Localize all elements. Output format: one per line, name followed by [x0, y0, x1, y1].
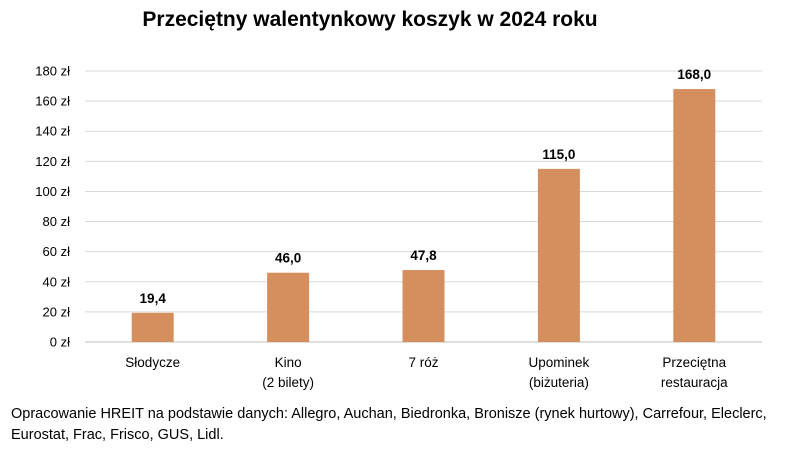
chart-title: Przeciętny walentynkowy koszyk w 2024 ro…: [142, 8, 598, 31]
bar: [402, 270, 445, 342]
y-tick-label: 20 zł: [43, 304, 71, 319]
bar: [673, 89, 716, 342]
bar: [537, 168, 580, 342]
category-label: 7 róż: [408, 355, 438, 370]
data-label: 115,0: [542, 147, 575, 162]
y-tick-label: 160 zł: [35, 94, 70, 109]
category-label: Kino: [275, 355, 302, 370]
labels: 0 zł 20 zł 40 zł 60 zł 80 zł 100 zł 120 zł 140 …: [35, 64, 728, 391]
y-tick-label: 120 zł: [35, 154, 70, 169]
y-tick-label: 140 zł: [35, 124, 70, 139]
data-label: 46,0: [275, 251, 301, 266]
category-label: (2 bilety): [262, 375, 314, 390]
y-tick-label: 80 zł: [43, 214, 71, 229]
y-tick-label: 0 zł: [50, 335, 70, 350]
data-label: 19,4: [140, 291, 167, 306]
bar-chart: 0 zł 20 zł 40 zł 60 zł 80 zł 100 zł 120 zł 140 …: [35, 64, 762, 391]
y-tick-label: 60 zł: [43, 244, 71, 259]
y-tick-label: 180 zł: [35, 64, 70, 79]
data-label: 168,0: [677, 67, 711, 82]
source-note: Opracowanie HREIT na podstawie danych: A…: [11, 406, 767, 443]
y-tick-label: 100 zł: [35, 184, 70, 199]
category-label: restauracja: [661, 375, 728, 390]
bars: [131, 89, 716, 342]
category-label: Upominek: [529, 355, 590, 370]
category-label: Przeciętna: [662, 355, 726, 370]
bar: [267, 272, 310, 342]
y-tick-label: 40 zł: [43, 274, 71, 289]
category-label: (biżuteria): [529, 375, 589, 390]
bar: [131, 312, 174, 342]
category-label: Słodycze: [125, 355, 180, 370]
data-label: 47,8: [410, 248, 437, 263]
